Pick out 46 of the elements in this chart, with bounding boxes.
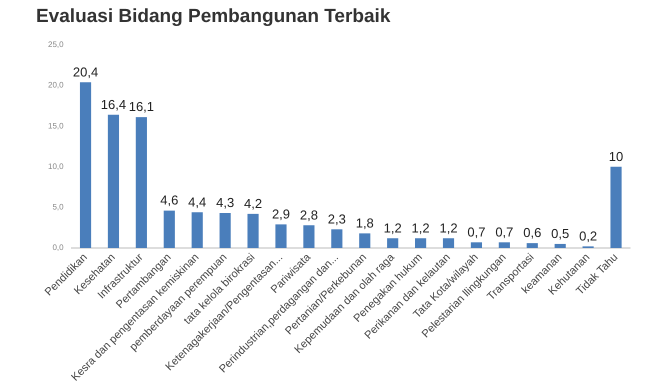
y-tick-label: 10,0 <box>48 162 64 171</box>
data-label: 4,2 <box>244 196 262 211</box>
data-label: 0,2 <box>579 228 598 244</box>
data-label: 0,5 <box>551 226 570 242</box>
bar <box>526 243 538 248</box>
y-tick-label: 15,0 <box>48 121 64 130</box>
data-label: 1,2 <box>439 220 458 236</box>
bar <box>442 238 454 248</box>
bar <box>331 229 342 248</box>
data-label: 0,7 <box>495 224 514 240</box>
y-tick-label: 5,0 <box>52 202 64 212</box>
data-label: 16,4 <box>100 96 126 112</box>
y-tick-label: 20,0 <box>48 80 64 90</box>
data-label: 2,8 <box>300 207 318 222</box>
bar <box>80 82 92 248</box>
data-label: 20,4 <box>72 64 98 80</box>
bar <box>136 117 147 248</box>
bar <box>554 244 566 248</box>
bar <box>275 224 287 248</box>
data-label: 2,3 <box>328 211 346 226</box>
bar <box>303 225 314 248</box>
bar <box>247 214 259 248</box>
y-tick-label: 0,0 <box>52 243 64 252</box>
bar <box>470 242 482 248</box>
data-label: 1,2 <box>384 220 402 236</box>
bar <box>610 166 622 248</box>
data-label: 16,1 <box>128 99 154 114</box>
bar <box>498 242 510 248</box>
bar <box>220 213 231 248</box>
bar <box>415 238 426 248</box>
data-label: 0,6 <box>523 225 542 240</box>
bar <box>192 212 203 248</box>
data-label: 0,7 <box>467 224 486 240</box>
chart-title: Evaluasi Bidang Pembangunan Terbaik <box>36 6 390 28</box>
bar <box>108 114 120 248</box>
data-label: 4,4 <box>188 194 206 210</box>
data-label: 10 <box>608 148 624 164</box>
data-label: 1,2 <box>412 220 430 236</box>
data-label: 4,6 <box>160 192 178 208</box>
bar <box>387 238 398 248</box>
data-label: 4,3 <box>216 195 234 210</box>
bar <box>164 210 175 248</box>
y-tick-label: 25,0 <box>48 40 64 50</box>
data-label: 1,8 <box>356 215 374 230</box>
bar <box>359 233 370 248</box>
data-label: 2,9 <box>272 206 290 222</box>
